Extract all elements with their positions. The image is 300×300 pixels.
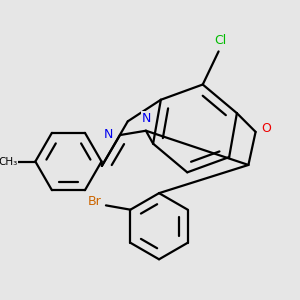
Text: O: O xyxy=(262,122,272,135)
Text: Br: Br xyxy=(88,195,102,208)
Text: N: N xyxy=(104,128,113,141)
Text: CH₃: CH₃ xyxy=(0,157,18,166)
Text: Cl: Cl xyxy=(214,34,226,47)
Text: N: N xyxy=(142,112,152,125)
